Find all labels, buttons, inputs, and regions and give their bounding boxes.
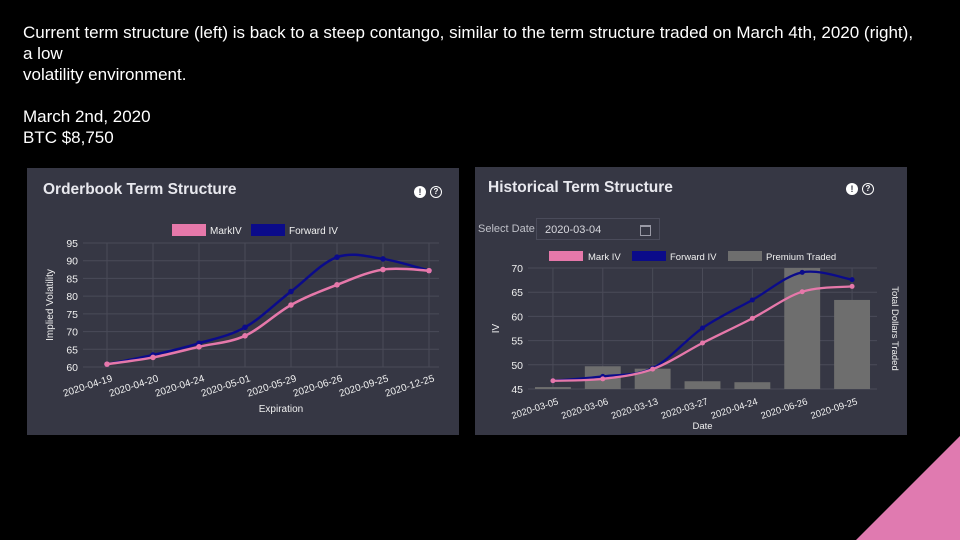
help-icon[interactable]: ? (430, 186, 442, 198)
y-tick-label: 90 (66, 256, 78, 268)
data-point-mark-iv (749, 315, 755, 321)
x-tick-label: 2020-03-05 (510, 396, 560, 421)
bar-premium-traded (634, 368, 671, 389)
data-point-markiv (426, 267, 432, 274)
y-tick-label: 45 (511, 384, 523, 396)
headline-line: Current term structure (left) is back to… (23, 23, 914, 63)
x-tick-label: 2020-03-27 (660, 396, 710, 421)
y-tick-label: 50 (511, 360, 523, 372)
info-icon[interactable]: ! (846, 183, 858, 195)
y-tick-label: 60 (511, 311, 523, 323)
data-point-mark-iv (600, 376, 606, 382)
x-tick-label: 2020-09-25 (809, 396, 859, 421)
data-point-forward-iv (799, 269, 805, 275)
headline: Current term structure (left) is back to… (23, 22, 923, 148)
select-date-label: Select Date (478, 223, 535, 235)
bar-premium-traded (784, 268, 821, 389)
calendar-icon[interactable] (640, 225, 651, 236)
legend-label-markiv: MarkIV (210, 226, 242, 237)
y-axis-label: Implied Volatility (45, 269, 56, 341)
series-line-markiv (106, 267, 430, 366)
data-point-forward-iv (242, 324, 248, 331)
bar-premium-traded (684, 381, 721, 389)
data-point-mark-iv (849, 283, 855, 289)
data-point-mark-iv (550, 378, 556, 384)
y-tick-label: 65 (66, 344, 78, 356)
y-tick-label: 70 (511, 263, 523, 275)
data-point-forward-iv (288, 288, 294, 295)
series-line-forward-iv (106, 253, 430, 366)
data-point-markiv (196, 344, 202, 350)
x-axis-label: Date (692, 421, 712, 432)
x-tick-label: 2020-09-25 (338, 373, 390, 399)
legend-swatch-forward-iv (632, 251, 666, 261)
x-tick-label: 2020-03-06 (560, 396, 610, 421)
historical-term-structure-chart: Mark IV Forward IV Premium Traded 45 50 55 60 6… (491, 251, 900, 432)
date-input-value: 2020-03-04 (545, 224, 602, 236)
data-point-forward-iv (849, 277, 855, 283)
panel-title: Orderbook Term Structure (43, 181, 237, 198)
data-point-markiv (104, 361, 110, 367)
info-icon[interactable]: ! (414, 186, 426, 198)
headline-line: volatility environment. (23, 65, 187, 84)
decorative-corner-triangle (856, 436, 960, 540)
x-axis-label: Expiration (259, 404, 303, 415)
y-tick-label: 80 (66, 291, 78, 303)
orderbook-term-structure-panel: Orderbook Term Structure ! ? MarkIV Forwa… (27, 168, 459, 435)
y-tick-label: 60 (66, 362, 78, 374)
x-tick-label: 2020-04-19 (62, 373, 114, 399)
data-point-mark-iv (650, 366, 656, 372)
legend-label-forward-iv: Forward IV (670, 252, 717, 263)
bar-premium-traded (834, 299, 871, 389)
x-tick-label: 2020-06-26 (760, 396, 810, 421)
x-tick-label: 2020-05-29 (246, 373, 298, 399)
headline-date: March 2nd, 2020 (23, 107, 151, 126)
panel-title: Historical Term Structure (488, 179, 673, 196)
help-icon[interactable]: ? (862, 183, 874, 195)
panel-icons: ! ? (414, 186, 442, 198)
date-input[interactable]: 2020-03-04 (536, 218, 660, 240)
legend-label-premium-traded: Premium Traded (766, 252, 836, 263)
data-point-mark-iv (799, 289, 805, 295)
headline-price: BTC $8,750 (23, 128, 114, 147)
x-tick-label: 2020-04-24 (710, 396, 760, 421)
bar-premium-traded (734, 382, 771, 389)
bar-premium-traded (534, 387, 571, 389)
legend-swatch-premium-traded (728, 251, 762, 261)
x-tick-label: 2020-12-25 (384, 373, 436, 399)
data-point-forward-iv (380, 256, 386, 262)
x-tick-label: 2020-03-13 (610, 396, 660, 421)
legend-swatch-markiv (172, 224, 206, 236)
data-point-forward-iv (749, 297, 755, 303)
panel-icons: ! ? (846, 183, 874, 195)
y-tick-label: 95 (66, 238, 78, 250)
y-tick-label: 70 (66, 327, 78, 339)
y-axis-label: IV (491, 323, 502, 333)
data-point-forward-iv (334, 254, 340, 260)
y2-axis-label: Total Dollars Traded (889, 286, 900, 370)
data-point-markiv (150, 354, 156, 361)
legend-label-forward-iv: Forward IV (289, 226, 338, 237)
x-tick-label: 2020-05-01 (200, 373, 252, 399)
x-tick-label: 2020-06-26 (292, 373, 344, 399)
data-point-markiv (288, 302, 294, 308)
legend-swatch-forward-iv (251, 224, 285, 236)
y-tick-label: 55 (511, 336, 523, 348)
data-point-mark-iv (700, 340, 705, 346)
orderbook-term-structure-chart: MarkIV Forward IV 60 65 70 75 80 85 90 95 2020-04-… (45, 224, 439, 415)
legend-label-mark-iv: Mark IV (588, 252, 621, 263)
x-tick-label: 2020-04-24 (154, 373, 206, 399)
data-point-markiv (334, 282, 340, 288)
legend-swatch-mark-iv (549, 251, 583, 261)
y-tick-label: 65 (511, 287, 523, 299)
headline-spacer (23, 85, 923, 106)
data-point-markiv (242, 333, 248, 339)
historical-term-structure-panel: Historical Term Structure ! ? Select Dat… (475, 167, 907, 435)
x-tick-label: 2020-04-20 (108, 373, 160, 399)
y-tick-label: 85 (66, 273, 78, 285)
data-point-forward-iv (700, 325, 705, 331)
data-point-markiv (380, 266, 386, 273)
y-tick-label: 75 (66, 309, 78, 321)
